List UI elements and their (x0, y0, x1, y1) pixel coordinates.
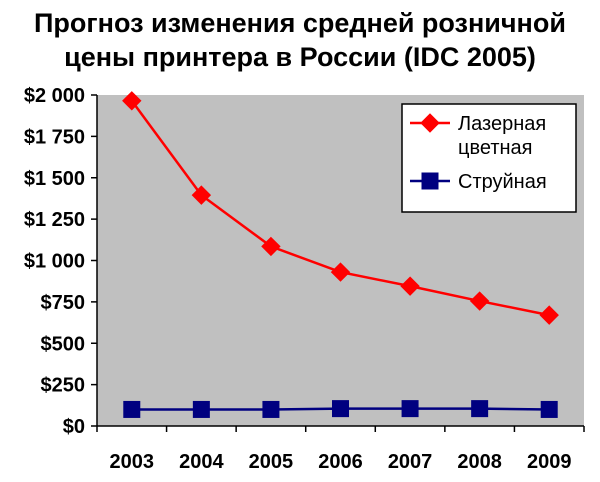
legend-marker (421, 172, 439, 190)
series-layer (122, 91, 559, 418)
data-point (262, 400, 280, 418)
x-tick-label: 2007 (388, 451, 433, 473)
legend-item-2: Струйная (410, 171, 547, 193)
x-tick-label: 2008 (457, 451, 502, 473)
legend-label: цветная (458, 137, 532, 159)
y-tick-label: $1 250 (24, 209, 85, 231)
x-axis: 2003 2004 2005 2006 2007 2008 2009 (96, 425, 585, 473)
chart-title-line-2: цены принтера в России (IDC 2005) (64, 42, 536, 72)
legend-label: Струйная (458, 171, 547, 193)
chart-title-line-1: Прогноз изменения средней розничной (34, 8, 566, 38)
data-point (401, 400, 419, 418)
x-tick-label: 2005 (249, 451, 294, 473)
data-point (191, 185, 212, 205)
data-point (540, 400, 558, 418)
y-tick-label: $1 750 (24, 126, 85, 148)
data-point (400, 276, 420, 296)
y-tick-label: $0 (63, 416, 85, 438)
data-point (261, 236, 281, 257)
x-tick-label: 2004 (179, 451, 224, 473)
y-axis: $0 $250 $500 $750 $1 000 $1 250 $1 500 $1 750 $2… (24, 85, 98, 438)
y-tick-label: $250 (41, 375, 86, 397)
y-tick-label: $1 500 (24, 168, 85, 190)
data-point (471, 400, 489, 418)
x-tick-label: 2009 (527, 451, 572, 473)
chart-title: Прогноз изменения средней розничной цены… (0, 6, 600, 74)
y-tick-label: $2 000 (24, 85, 85, 107)
data-point (332, 400, 349, 418)
series-2 (123, 400, 558, 418)
data-point (330, 262, 351, 282)
data-point (469, 291, 490, 311)
legend-label: Лазерная (458, 113, 546, 135)
y-tick-label: $750 (41, 292, 86, 314)
data-point (192, 400, 210, 418)
legend-marker (420, 113, 440, 133)
data-point (123, 400, 141, 418)
y-tick-label: $1 000 (24, 251, 85, 273)
data-point (122, 91, 142, 111)
x-tick-label: 2006 (318, 451, 363, 473)
data-point (539, 305, 559, 325)
series-1 (122, 91, 559, 325)
y-tick-label: $500 (41, 333, 86, 355)
x-tick-label: 2003 (110, 451, 155, 473)
